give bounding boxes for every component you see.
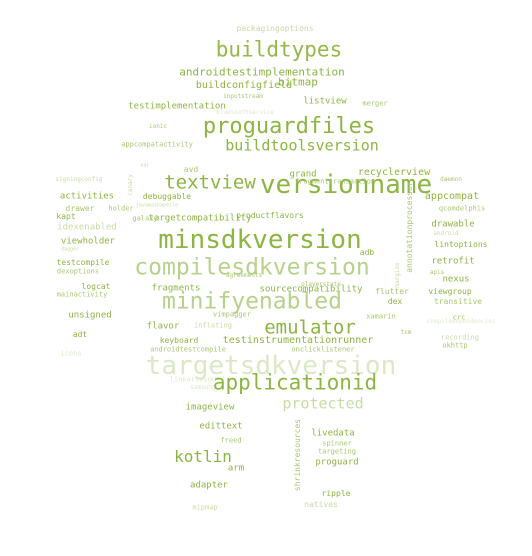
cloud-word: transitive [433, 297, 483, 306]
cloud-word: canary [127, 174, 134, 196]
cloud-word: holder [108, 204, 134, 213]
cloud-word: nexus [442, 274, 470, 285]
cloud-word: edittext [199, 421, 243, 432]
cloud-word: freed [220, 436, 242, 445]
cloud-word: viewgroup [428, 287, 472, 296]
cloud-word: okhttp [442, 341, 468, 350]
cloud-word: bluetoothservice [216, 109, 274, 116]
cloud-word: dexoptions [56, 267, 100, 276]
cloud-word: appcompat [424, 191, 480, 202]
cloud-word: merger [362, 99, 388, 108]
cloud-word: spinner [322, 439, 352, 448]
cloud-word: galaxy [132, 214, 158, 223]
cloud-word: adt [72, 330, 88, 339]
cloud-word: ear [140, 162, 150, 169]
cloud-word: proguard [315, 457, 359, 468]
cloud-word: flavor [146, 321, 180, 332]
cloud-word: javamashapeile [135, 202, 179, 209]
cloud-word: compilesdkversion [134, 254, 370, 281]
cloud-word: keyboard [159, 336, 199, 345]
cloud-word: targetsdkversion [145, 351, 397, 381]
cloud-word: emulator [264, 316, 356, 339]
cloud-word: kotlin [174, 447, 232, 466]
cloud-word: viewholder [60, 236, 116, 247]
cloud-word: mainactivity [56, 290, 108, 299]
cloud-word: vimpagger [213, 310, 251, 319]
cloud-word: textview [164, 171, 256, 194]
cloud-word: playerstate [301, 281, 341, 288]
cloud-word: bitmap [278, 75, 318, 89]
cloud-word: signingconfig [55, 176, 103, 183]
cloud-word: drawable [431, 219, 475, 230]
cloud-word: inputstream [223, 93, 263, 100]
cloud-word: testcompile [56, 258, 110, 267]
cloud-word: samsung [190, 384, 216, 391]
cloud-word: minsdkversion [158, 225, 362, 255]
cloud-word: grand [289, 169, 317, 180]
cloud-word: buildconfigfield [195, 80, 293, 91]
cloud-word: compiledependencies [426, 318, 496, 325]
cloud-word: buildtypes [215, 37, 343, 62]
cloud-word: mipmap [192, 503, 218, 512]
cloud-word: testinstrumentationrunner [222, 335, 374, 346]
cloud-word: versionname [259, 170, 433, 200]
cloud-word: adapter [190, 480, 228, 491]
cloud-word: icons [60, 349, 82, 358]
cloud-word: buildtoolsversion [225, 136, 379, 155]
cloud-word: unsigned [68, 310, 112, 321]
cloud-word: arm [227, 463, 245, 474]
cloud-word: targeting [318, 447, 356, 456]
cloud-word: targetcompatibility [148, 213, 252, 224]
cloud-word: tcm [400, 329, 412, 336]
cloud-word: activities [59, 191, 115, 202]
cloud-word: inflating [194, 321, 232, 330]
cloud-word: minifyenabled [161, 288, 343, 315]
cloud-word: proguardfiles [202, 114, 376, 139]
cloud-word: kapt [56, 212, 76, 221]
cloud-word: productflavors [236, 211, 304, 220]
cloud-word: crc [452, 313, 466, 322]
cloud-word: ionic [148, 123, 168, 130]
cloud-word: packagingoptions [236, 24, 314, 33]
cloud-word: androidtestcompile [150, 345, 226, 354]
cloud-word: apis [429, 269, 445, 276]
cloud-word: fragments [151, 283, 201, 294]
cloud-word: sourcecompatibility [259, 284, 363, 295]
cloud-word: recording [441, 333, 479, 342]
cloud-word: lintoptions [434, 240, 488, 249]
cloud-word: appcompatactivity [121, 140, 193, 149]
cloud-word: margins [394, 262, 401, 288]
cloud-word: listview [303, 96, 347, 107]
cloud-word: testimplementation [128, 101, 226, 112]
cloud-word: recyclerview [357, 167, 431, 178]
cloud-word: applicationid [212, 370, 378, 395]
cloud-word: shrinkresources [293, 418, 302, 492]
cloud-word: androidtestimplementation [179, 65, 345, 79]
cloud-word: protected [282, 394, 364, 413]
cloud-word: linearlayout [169, 375, 221, 384]
cloud-word: idexenabled [57, 222, 117, 233]
cloud-word: agreements [225, 272, 263, 279]
cloud-word: flutter [375, 287, 409, 296]
cloud-word: debuggable [142, 192, 192, 201]
cloud-word: imageview [185, 402, 235, 413]
cloud-word: qcomdelphis [438, 204, 486, 213]
cloud-word: onclicklistener [291, 345, 355, 354]
cloud-word: dagger [60, 246, 80, 253]
cloud-word: dex [387, 297, 403, 306]
cloud-word: avd [183, 165, 199, 174]
cloud-word: fragmenttransaction [294, 177, 376, 186]
cloud-word: livedata [311, 428, 355, 439]
cloud-word: xamarin [366, 312, 396, 321]
cloud-word: adb [359, 248, 375, 257]
cloud-word: retrofit [431, 256, 475, 267]
cloud-word: logcat [81, 282, 111, 291]
cloud-word: natives [304, 500, 338, 509]
cloud-word: annotationprocessor [405, 181, 414, 273]
cloud-word: daemon [440, 176, 462, 183]
cloud-word: ripple [321, 489, 351, 498]
cloud-word: drawer [65, 204, 95, 213]
cloud-word: android [433, 230, 459, 237]
